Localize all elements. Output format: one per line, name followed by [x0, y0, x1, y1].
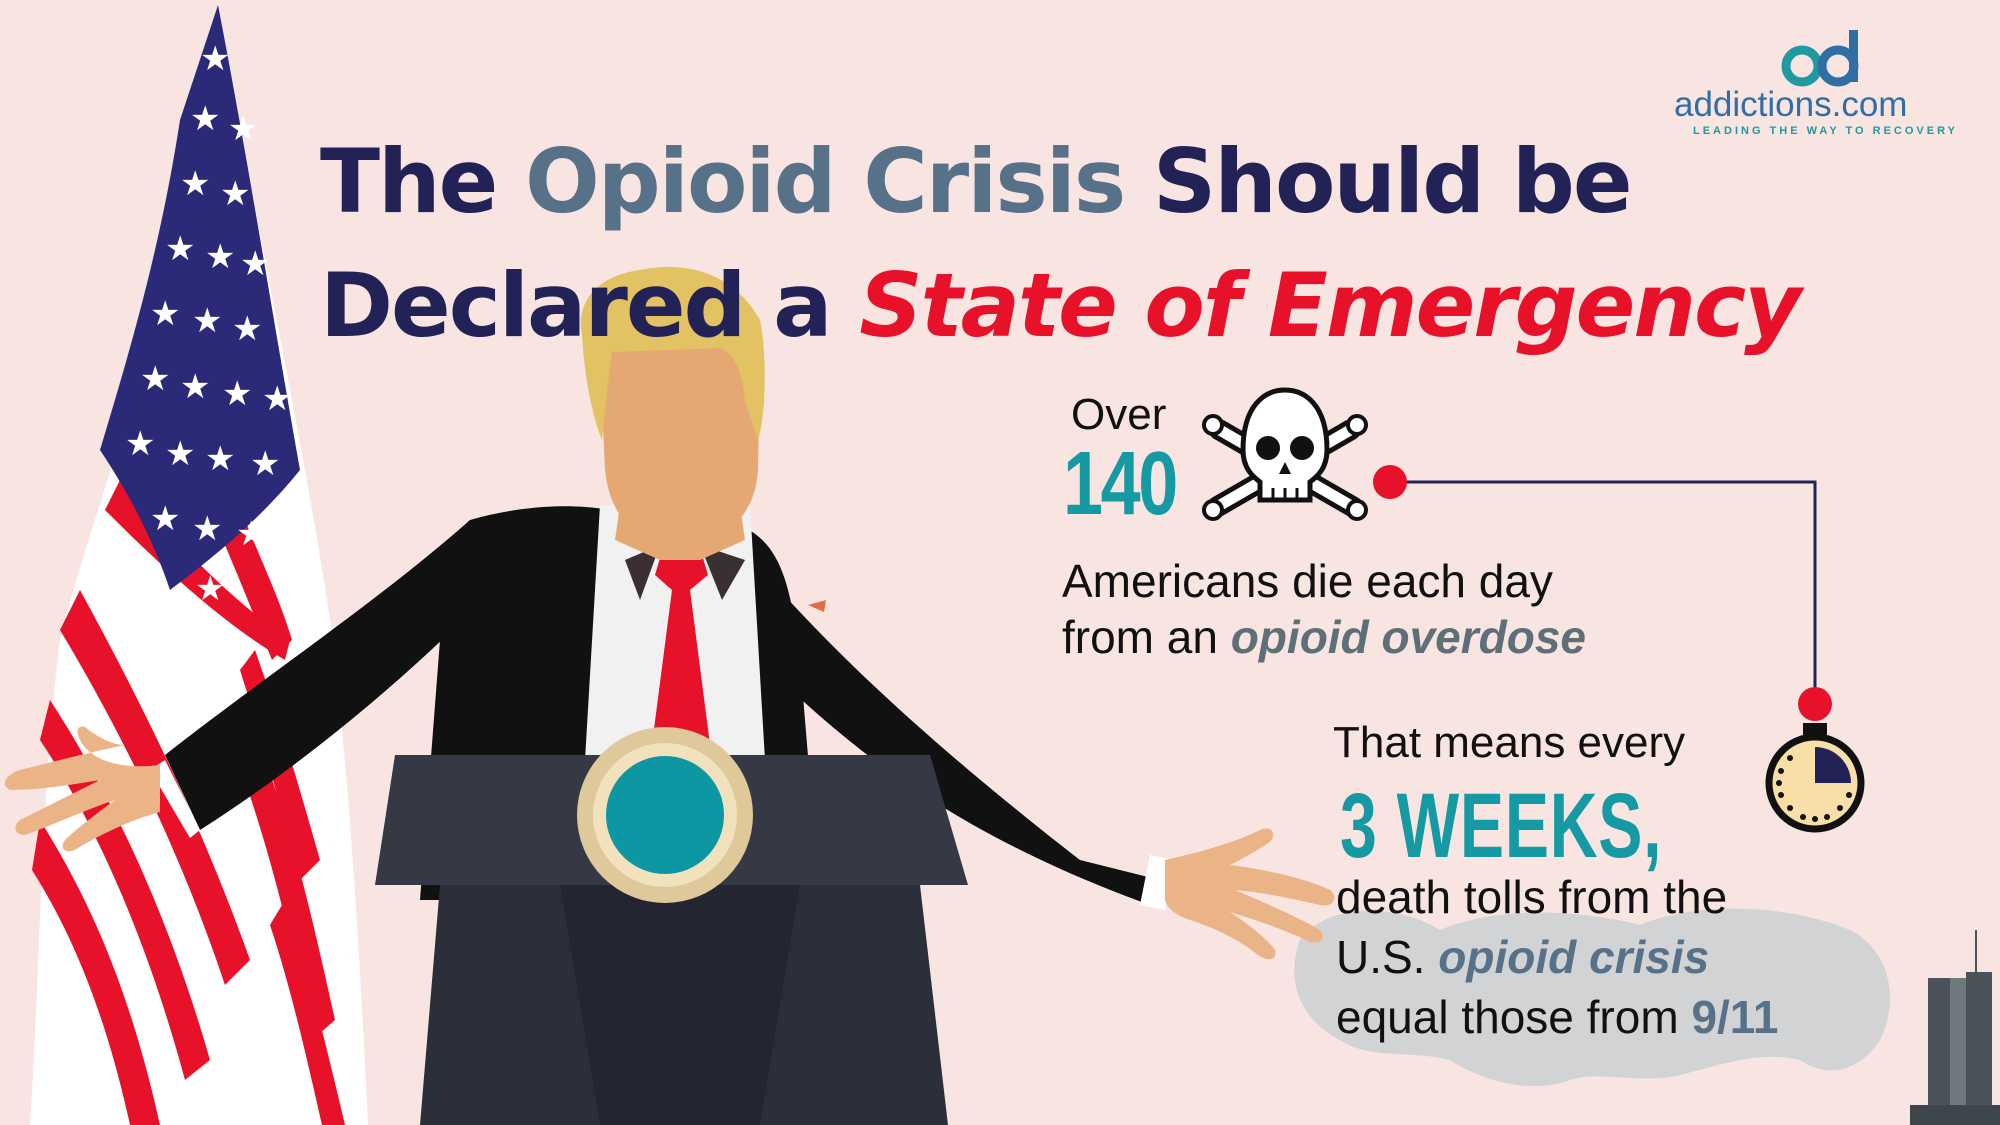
svg-text:★: ★ [200, 39, 230, 79]
headline-line-2: Declared a State of Emergency [320, 262, 1802, 350]
logo-mark [1781, 30, 1859, 87]
connector-line [1373, 465, 1832, 721]
svg-text:★: ★ [262, 379, 292, 419]
stopwatch-icon [1765, 723, 1865, 833]
podium [375, 727, 968, 1125]
skull-crossbones-icon [1202, 387, 1368, 521]
svg-text:★: ★ [165, 434, 195, 474]
svg-text:★: ★ [205, 237, 235, 277]
svg-text:★: ★ [222, 374, 252, 414]
headline-should-be: Should be [1152, 130, 1633, 233]
stat2-nine-eleven: 9/11 [1691, 991, 1779, 1043]
stat1-opioid-overdose: opioid overdose [1230, 611, 1586, 663]
svg-text:★: ★ [250, 444, 280, 484]
svg-text:★: ★ [240, 244, 270, 284]
svg-text:★: ★ [125, 424, 155, 464]
stat2-line2: death tolls from the [1336, 871, 1728, 923]
headline-the: The [320, 130, 498, 233]
stat1-prefix: Over [1071, 390, 1167, 439]
svg-text:★: ★ [236, 514, 266, 554]
us-map-silhouette [1294, 908, 1890, 1087]
stat1-line2: from an opioid overdose [1062, 610, 1586, 664]
twin-towers [1910, 930, 2000, 1125]
headline-line-1: The Opioid Crisis Should be [320, 138, 1633, 226]
stat2-number: 3 WEEKS, [1340, 775, 1663, 877]
headline-opioid-crisis: Opioid Crisis [525, 130, 1126, 233]
svg-text:★: ★ [150, 294, 180, 334]
svg-text:★: ★ [140, 359, 170, 399]
logo-wordmark[interactable]: addictions.com [1674, 85, 1908, 124]
svg-text:★: ★ [192, 301, 222, 341]
svg-text:★: ★ [192, 509, 222, 549]
svg-text:★: ★ [195, 569, 225, 609]
svg-text:★: ★ [165, 229, 195, 269]
headline-state-of-emergency: State of Emergency [859, 254, 1801, 357]
stat2-line4: equal those from 9/11 [1336, 990, 1778, 1044]
svg-text:★: ★ [220, 174, 250, 214]
stat1-line1: Americans die each day [1062, 555, 1553, 607]
stat1-number: 140 [1063, 434, 1178, 534]
svg-text:★: ★ [180, 367, 210, 407]
logo-tagline: LEADING THE WAY TO RECOVERY [1693, 125, 1958, 137]
stat2-line1: That means every [1333, 718, 1686, 767]
stat2-us: U.S. [1336, 931, 1426, 983]
stat2-opioid-crisis: opioid crisis [1438, 931, 1710, 983]
svg-text:★: ★ [228, 109, 258, 149]
svg-text:★: ★ [150, 499, 180, 539]
american-flag: ★ ★ ★ ★ ★ ★ ★ ★ ★ ★ ★ ★ ★ ★ ★ ★ ★ ★ ★ ★ ★ ★ ★ [30, 5, 368, 1125]
svg-text:★: ★ [232, 309, 262, 349]
svg-text:★: ★ [180, 164, 210, 204]
svg-text:★: ★ [205, 439, 235, 479]
stat2-line3: U.S. opioid crisis [1336, 930, 1709, 984]
stat2-equal-those: equal those from [1336, 991, 1679, 1043]
svg-text:★: ★ [190, 99, 220, 139]
stat1-line2-prefix: from an [1062, 611, 1218, 663]
headline-declared-a: Declared a [320, 254, 833, 357]
